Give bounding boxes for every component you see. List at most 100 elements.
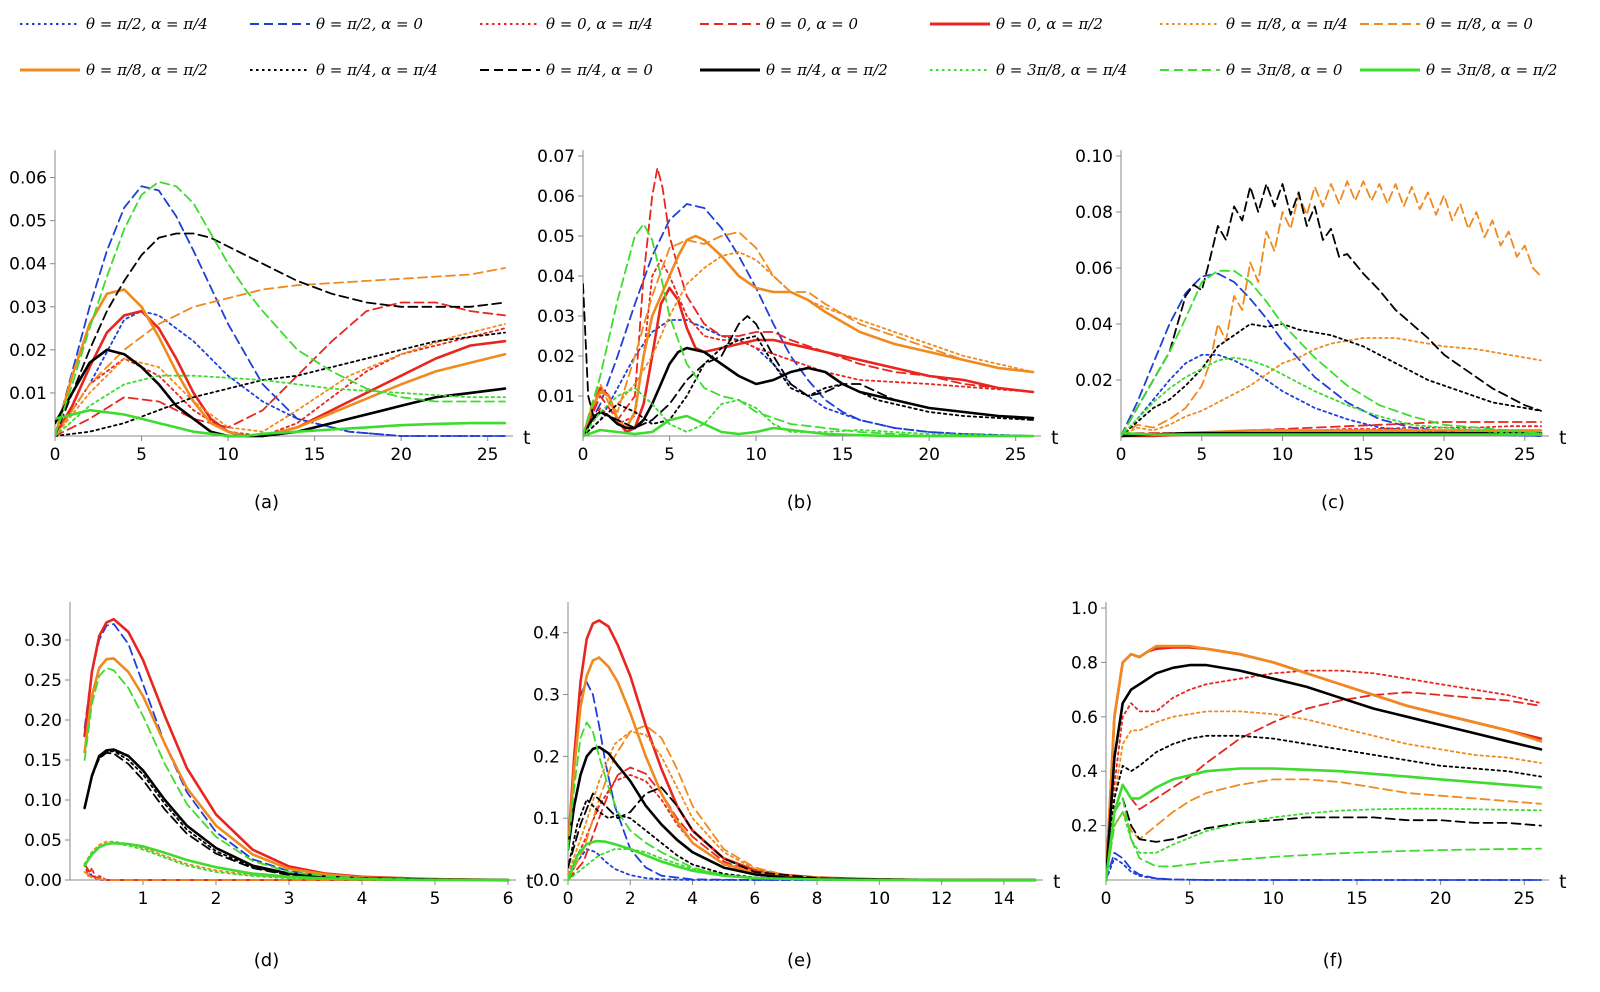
- panel-caption: (e): [787, 950, 812, 971]
- x-tick-label: 2: [211, 889, 222, 909]
- x-tick-label: 8: [812, 889, 823, 909]
- series-line: [568, 745, 1037, 882]
- y-tick-label: 0.06: [1075, 259, 1113, 279]
- x-tick-label: 3: [284, 889, 295, 909]
- series-line: [83, 748, 510, 882]
- legend-label: θ = 3π/8, α = π/2: [1426, 61, 1558, 79]
- legend-entry: θ = π/2, α = 0: [250, 4, 423, 44]
- legend-label: θ = 0, α = π/4: [546, 15, 653, 33]
- x-tick-label: 20: [390, 445, 412, 465]
- series-line: [55, 180, 506, 437]
- x-tick-label: 5: [664, 445, 675, 465]
- legend-swatch: [700, 23, 760, 25]
- legend-label: θ = 3π/8, α = π/4: [996, 61, 1128, 79]
- legend-label: θ = π/8, α = 0: [1426, 15, 1533, 33]
- series-line: [83, 657, 510, 882]
- series-line: [1106, 778, 1542, 881]
- y-tick-label: 0.05: [9, 212, 47, 232]
- legend-label: θ = 0, α = π/2: [996, 15, 1103, 33]
- x-axis-label: t: [523, 427, 530, 449]
- series-line: [568, 774, 1036, 881]
- series-line: [1121, 353, 1542, 437]
- legend-entry: θ = π/2, α = π/4: [20, 4, 208, 44]
- x-tick-label: 6: [503, 889, 514, 909]
- x-tick-label: 25: [1514, 445, 1536, 465]
- legend-entry: θ = π/8, α = π/4: [1160, 4, 1348, 44]
- series-line: [83, 667, 509, 881]
- x-axis-label: t: [526, 871, 533, 893]
- chart-panel-d: 1 2 3 4 5 6 0.00 0.05 0.10 0.15 0.20 0.25 0.30 t (d): [0, 580, 533, 988]
- y-tick-label: 0.04: [1075, 315, 1113, 335]
- legend-swatch: [20, 68, 80, 72]
- y-tick-label: 0.1: [533, 809, 560, 829]
- x-tick-label: 0: [578, 445, 589, 465]
- x-tick-label: 5: [1184, 889, 1195, 909]
- x-tick-label: 12: [931, 889, 953, 909]
- legend-label: θ = 3π/8, α = 0: [1226, 61, 1343, 79]
- x-tick-label: 0: [563, 889, 574, 909]
- x-tick-label: 0: [1116, 445, 1127, 465]
- chart-panel-c: 0 5 10 15 20 25 0.02 0.04 0.06 0.08 0.10 t (c): [1066, 130, 1600, 530]
- series-line: [1121, 356, 1542, 437]
- y-tick-label: 0.07: [537, 147, 575, 167]
- x-tick-label: 20: [918, 445, 940, 465]
- legend-entry: θ = π/4, α = π/4: [250, 50, 438, 90]
- chart-panel-e: 0 2 4 6 8 10 12 14 0.0 0.1 0.2 0.3 0.4 t (e): [533, 580, 1066, 988]
- series-line: [583, 167, 1034, 437]
- x-tick-label: 10: [1272, 445, 1294, 465]
- x-tick-label: 6: [749, 889, 760, 909]
- series-line: [1106, 710, 1542, 881]
- y-tick-label: 0.06: [9, 169, 47, 189]
- y-tick-label: 0.00: [24, 871, 62, 891]
- chart-panel-b: 0 5 10 15 20 25 0.01 0.02 0.03 0.04 0.05 0.06 0.07 t (…: [533, 130, 1066, 530]
- series-line: [583, 234, 1035, 438]
- series-line: [55, 232, 506, 437]
- x-tick-label: 15: [304, 445, 326, 465]
- x-tick-label: 2: [625, 889, 636, 909]
- series-line: [55, 301, 506, 437]
- y-tick-label: 0.8: [1071, 653, 1098, 673]
- series-line: [1106, 851, 1542, 881]
- legend-label: θ = π/8, α = π/4: [1226, 15, 1348, 33]
- legend-swatch: [1160, 23, 1220, 25]
- series-line: [83, 623, 509, 881]
- panel-caption: (b): [787, 492, 812, 513]
- series-line: [1106, 767, 1543, 882]
- series-line: [1106, 669, 1542, 881]
- legend-label: θ = π/4, α = 0: [546, 61, 653, 79]
- x-tick-label: 10: [869, 889, 891, 909]
- series-line: [83, 841, 510, 882]
- series-line: [1106, 807, 1542, 881]
- series-line: [55, 408, 507, 438]
- y-tick-label: 0.02: [537, 347, 575, 367]
- y-tick-label: 0.03: [537, 307, 575, 327]
- series-line: [1121, 431, 1543, 436]
- legend-swatch: [250, 23, 310, 25]
- x-tick-label: 5: [1196, 445, 1207, 465]
- y-tick-label: 0.01: [537, 387, 575, 407]
- series-line: [1121, 269, 1542, 437]
- x-tick-label: 5: [430, 889, 441, 909]
- y-tick-label: 0.10: [1075, 147, 1113, 167]
- series-line: [55, 374, 506, 437]
- y-tick-label: 0.05: [24, 831, 62, 851]
- x-tick-label: 15: [1352, 445, 1374, 465]
- y-tick-label: 0.04: [9, 255, 47, 275]
- legend-entry: θ = 3π/8, α = π/2: [1360, 50, 1557, 90]
- y-tick-label: 0.3: [533, 686, 560, 706]
- series-line: [83, 750, 509, 881]
- y-tick-label: 0.15: [24, 751, 62, 771]
- legend-label: θ = π/2, α = π/4: [86, 15, 208, 33]
- series-line: [568, 786, 1036, 881]
- series-line: [568, 848, 1036, 881]
- series-line: [1106, 644, 1543, 882]
- series-line: [583, 319, 1034, 437]
- chart-svg: 0 5 10 15 20 25 0.02 0.04 0.06 0.08 0.10 t (c): [1075, 147, 1566, 513]
- series-line: [1121, 180, 1542, 437]
- x-tick-label: 4: [357, 889, 368, 909]
- series-line: [55, 288, 507, 438]
- legend-label: θ = π/2, α = 0: [316, 15, 423, 33]
- y-tick-label: 0.2: [533, 747, 560, 767]
- series-line: [55, 323, 506, 437]
- legend-label: θ = 0, α = 0: [766, 15, 858, 33]
